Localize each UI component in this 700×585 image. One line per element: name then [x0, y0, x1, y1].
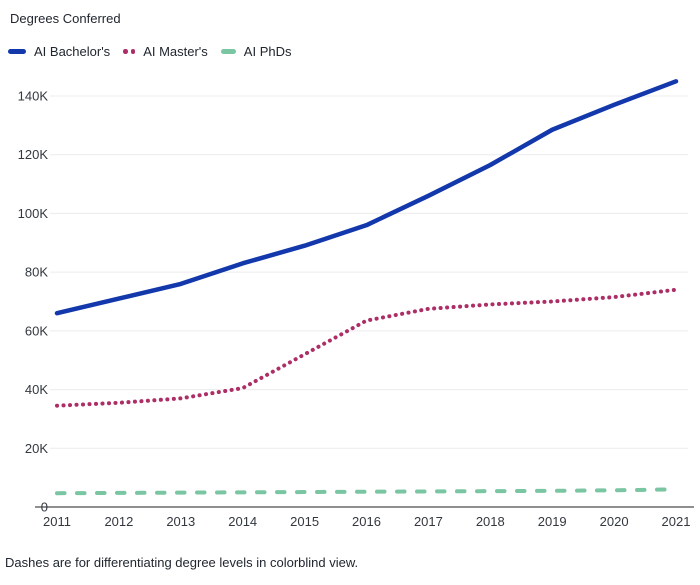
legend-item-ai-phds: AI PhDs [220, 44, 292, 59]
y-tick-label: 20K [25, 441, 48, 456]
chart-title: Degrees Conferred [10, 11, 121, 26]
footnote: Dashes are for differentiating degree le… [5, 555, 359, 570]
legend-item-ai-bachelors: AI Bachelor's [8, 44, 110, 59]
y-tick-label: 140K [18, 89, 49, 104]
series-line-ai-master-s [55, 287, 678, 408]
y-tick-label: 100K [18, 206, 49, 221]
legend-swatch-dashed-line-icon [220, 49, 236, 54]
line-chart: 0 20K 40K 60K 80K 100K 120K 140K 2011 2012 2013 201… [18, 79, 694, 529]
x-tick-label: 2014 [228, 514, 257, 529]
y-tick-label: 40K [25, 382, 48, 397]
x-tick-label: 2018 [476, 514, 505, 529]
x-tick-label: 2013 [166, 514, 195, 529]
x-tick-label: 2012 [104, 514, 133, 529]
legend-swatch-dotted-line-icon [123, 49, 136, 54]
x-tick-label: 2019 [538, 514, 567, 529]
legend-label-ai-phds: AI PhDs [243, 44, 292, 59]
legend: AI Bachelor's AI Master's AI PhDs [8, 44, 304, 59]
x-tick-label: 2020 [600, 514, 629, 529]
legend-item-ai-masters: AI Master's [123, 44, 208, 59]
y-tick-label: 80K [25, 265, 48, 280]
x-tick-label: 2017 [414, 514, 443, 529]
x-tick-label: 2021 [662, 514, 691, 529]
x-tick-label: 2011 [43, 514, 71, 529]
y-tick-label: 0 [41, 500, 48, 515]
y-tick-label: 60K [25, 323, 48, 338]
series-line-ai-phds [55, 487, 678, 496]
x-tick-label: 2015 [290, 514, 319, 529]
y-tick-label: 120K [18, 147, 49, 162]
x-tick-label: 2016 [352, 514, 381, 529]
series-line-ai-bachelor-s [54, 79, 679, 316]
legend-label-ai-bachelors: AI Bachelor's [34, 44, 111, 59]
legend-label-ai-masters: AI Master's [143, 44, 208, 59]
legend-swatch-solid-line-icon [8, 48, 26, 55]
